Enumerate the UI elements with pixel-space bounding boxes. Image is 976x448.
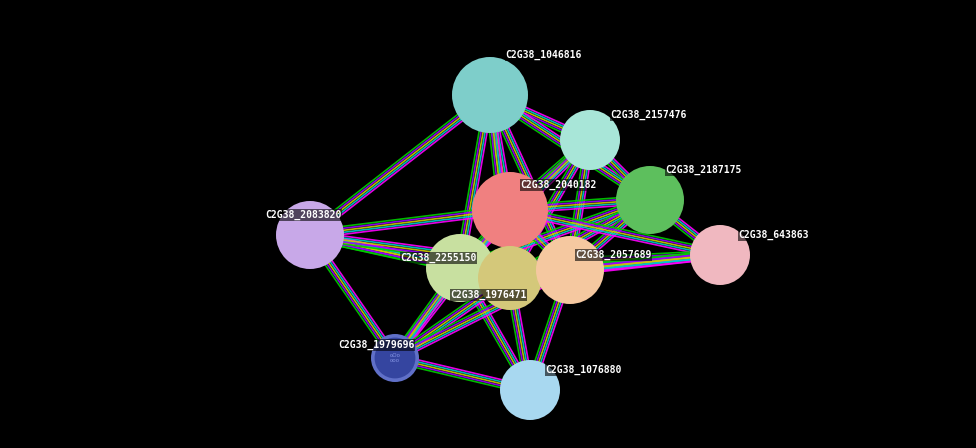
Text: oOo
ooo: oOo ooo (389, 353, 400, 363)
Circle shape (616, 166, 684, 234)
Circle shape (426, 234, 494, 302)
Text: C2G38_2040182: C2G38_2040182 (520, 180, 596, 190)
Text: C2G38_1976471: C2G38_1976471 (450, 290, 526, 300)
Text: C2G38_2083820: C2G38_2083820 (265, 210, 342, 220)
Circle shape (371, 334, 419, 382)
Text: C2G38_2255150: C2G38_2255150 (400, 253, 476, 263)
Circle shape (452, 57, 528, 133)
Text: C2G38_643863: C2G38_643863 (738, 230, 808, 240)
Text: C2G38_1979696: C2G38_1979696 (338, 340, 415, 350)
Circle shape (478, 246, 542, 310)
Circle shape (536, 236, 604, 304)
Text: C2G38_1076880: C2G38_1076880 (545, 365, 622, 375)
Circle shape (276, 201, 344, 269)
Text: C2G38_2057689: C2G38_2057689 (575, 250, 651, 260)
Text: C2G38_1046816: C2G38_1046816 (505, 50, 582, 60)
Circle shape (690, 225, 750, 285)
Circle shape (560, 110, 620, 170)
Text: C2G38_2157476: C2G38_2157476 (610, 110, 686, 120)
Circle shape (500, 360, 560, 420)
Circle shape (375, 338, 416, 379)
Circle shape (472, 172, 548, 248)
Text: C2G38_2187175: C2G38_2187175 (665, 165, 742, 175)
